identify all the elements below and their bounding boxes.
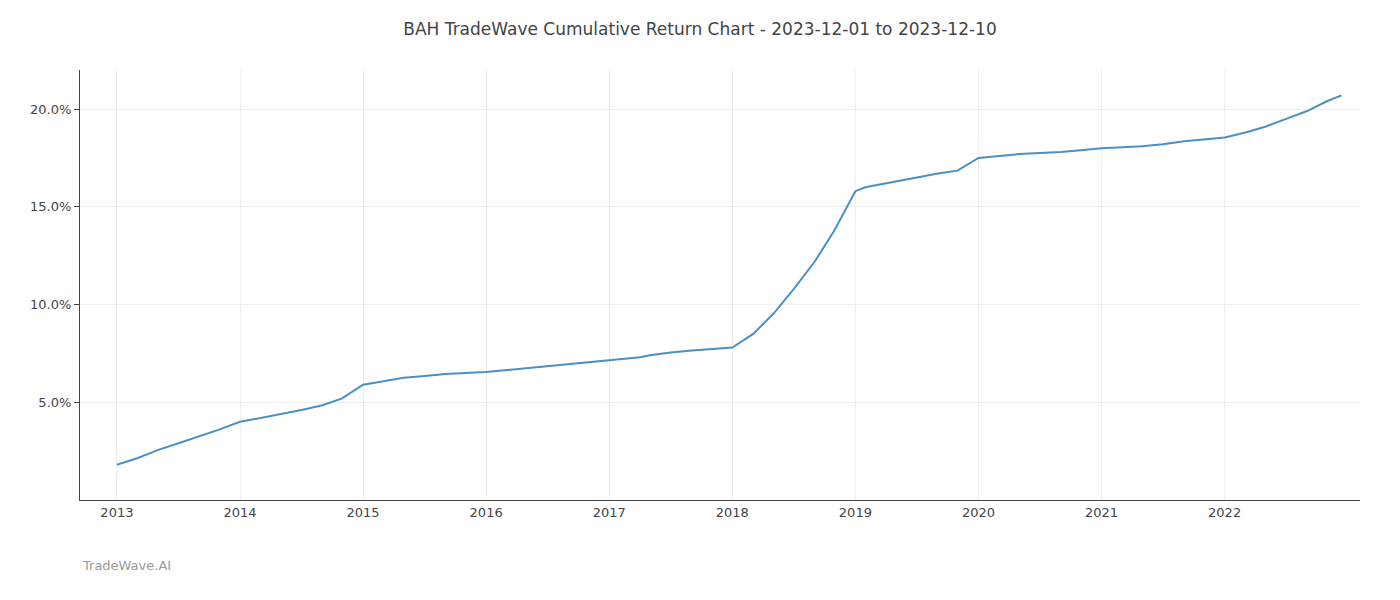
svg-text:2017: 2017 — [593, 505, 626, 520]
svg-text:2016: 2016 — [470, 505, 503, 520]
svg-text:2015: 2015 — [347, 505, 380, 520]
svg-text:2019: 2019 — [839, 505, 872, 520]
svg-text:2020: 2020 — [962, 505, 995, 520]
svg-text:2013: 2013 — [100, 505, 133, 520]
svg-text:5.0%: 5.0% — [38, 395, 71, 410]
svg-text:15.0%: 15.0% — [30, 199, 71, 214]
svg-text:2018: 2018 — [716, 505, 749, 520]
svg-text:2021: 2021 — [1085, 505, 1118, 520]
svg-text:TradeWave.AI: TradeWave.AI — [82, 558, 171, 573]
svg-text:2022: 2022 — [1208, 505, 1241, 520]
svg-text:20.0%: 20.0% — [30, 102, 71, 117]
svg-text:2014: 2014 — [223, 505, 256, 520]
svg-text:10.0%: 10.0% — [30, 297, 71, 312]
svg-text:BAH TradeWave Cumulative Retur: BAH TradeWave Cumulative Return Chart - … — [403, 19, 996, 39]
